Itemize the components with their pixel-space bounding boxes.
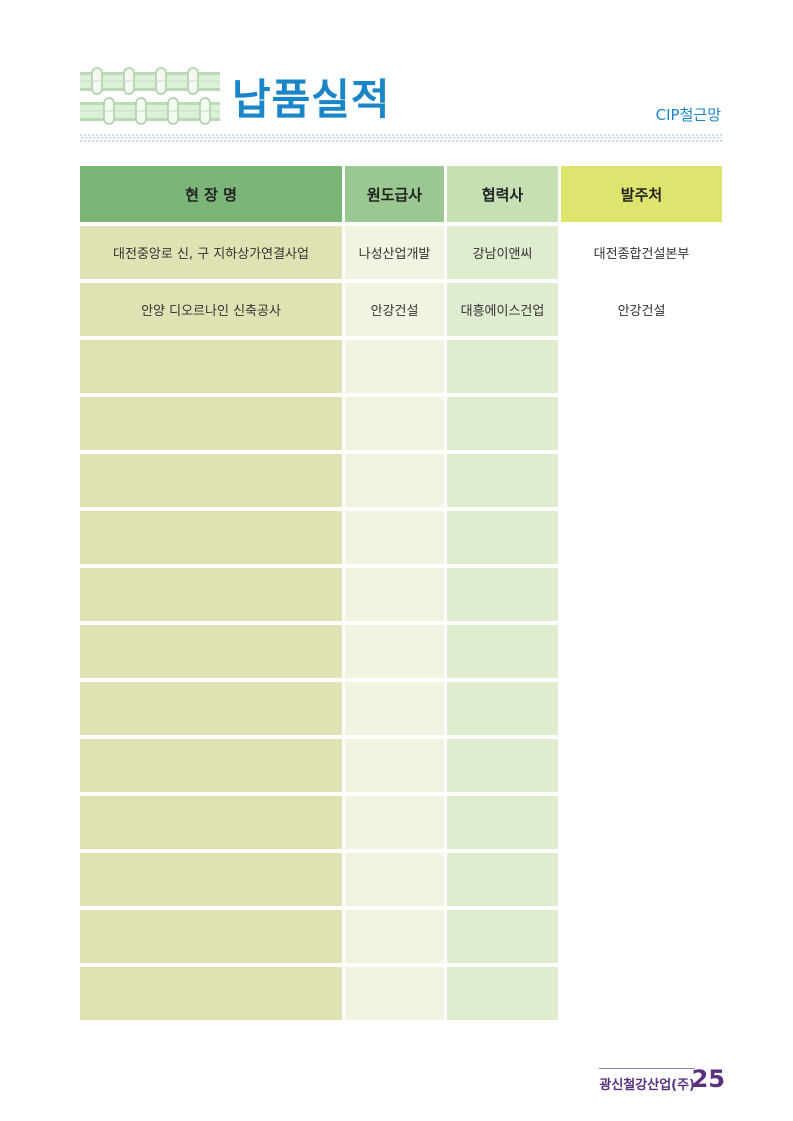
cell-client bbox=[561, 853, 722, 906]
table-row bbox=[80, 454, 722, 507]
cell-prime-contractor bbox=[345, 910, 444, 963]
page-title: 납품실적 bbox=[232, 75, 391, 124]
cell-subcontractor: 강남이앤씨 bbox=[447, 226, 558, 279]
cell-client bbox=[561, 967, 722, 1020]
cell-site-name bbox=[80, 796, 342, 849]
cell-subcontractor bbox=[447, 454, 558, 507]
cell-prime-contractor bbox=[345, 739, 444, 792]
footer-company: 광신철강산업(주) bbox=[599, 1068, 695, 1093]
page-subtitle: CIP철근망 bbox=[655, 106, 721, 124]
table-row bbox=[80, 910, 722, 963]
header-client: 발주처 bbox=[561, 166, 722, 222]
cell-client: 대전종합건설본부 bbox=[561, 226, 722, 279]
header-prime-contractor: 원도급사 bbox=[345, 166, 444, 222]
cell-subcontractor bbox=[447, 340, 558, 393]
cell-client bbox=[561, 910, 722, 963]
cell-subcontractor bbox=[447, 796, 558, 849]
cell-prime-contractor bbox=[345, 625, 444, 678]
header-site-name: 현 장 명 bbox=[80, 166, 342, 222]
cell-subcontractor bbox=[447, 910, 558, 963]
cell-prime-contractor bbox=[345, 454, 444, 507]
header-subcontractor: 협력사 bbox=[447, 166, 558, 222]
table-row bbox=[80, 511, 722, 564]
cell-subcontractor bbox=[447, 568, 558, 621]
cell-subcontractor bbox=[447, 625, 558, 678]
table-row bbox=[80, 796, 722, 849]
cell-subcontractor bbox=[447, 511, 558, 564]
table-row: 대전중앙로 신, 구 지하상가연결사업 나성산업개발 강남이앤씨 대전종합건설본부 bbox=[80, 226, 722, 279]
table-row bbox=[80, 568, 722, 621]
cell-prime-contractor bbox=[345, 397, 444, 450]
cell-prime-contractor bbox=[345, 967, 444, 1020]
header-divider bbox=[80, 134, 722, 143]
table-header-row: 현 장 명 원도급사 협력사 발주처 bbox=[80, 166, 722, 222]
cell-subcontractor bbox=[447, 967, 558, 1020]
table-row bbox=[80, 967, 722, 1020]
page-number: 25 bbox=[691, 1065, 725, 1093]
table-row bbox=[80, 625, 722, 678]
cell-client bbox=[561, 454, 722, 507]
cell-client bbox=[561, 568, 722, 621]
cell-prime-contractor bbox=[345, 511, 444, 564]
cell-site-name bbox=[80, 397, 342, 450]
cell-prime-contractor: 나성산업개발 bbox=[345, 226, 444, 279]
table-row bbox=[80, 397, 722, 450]
cell-prime-contractor bbox=[345, 568, 444, 621]
cell-client: 안강건설 bbox=[561, 283, 722, 336]
cell-client bbox=[561, 796, 722, 849]
cell-prime-contractor bbox=[345, 796, 444, 849]
cell-site-name bbox=[80, 625, 342, 678]
cell-site-name bbox=[80, 511, 342, 564]
rebar-cage-icon bbox=[80, 67, 220, 125]
cell-client bbox=[561, 340, 722, 393]
cell-prime-contractor bbox=[345, 340, 444, 393]
cell-subcontractor bbox=[447, 397, 558, 450]
cell-site-name bbox=[80, 568, 342, 621]
cell-subcontractor: 대흥에이스건업 bbox=[447, 283, 558, 336]
cell-subcontractor bbox=[447, 739, 558, 792]
cell-site-name bbox=[80, 853, 342, 906]
cell-site-name bbox=[80, 454, 342, 507]
cell-subcontractor bbox=[447, 682, 558, 735]
cell-site-name: 대전중앙로 신, 구 지하상가연결사업 bbox=[80, 226, 342, 279]
cell-site-name: 안양 디오르나인 신축공사 bbox=[80, 283, 342, 336]
cell-client bbox=[561, 397, 722, 450]
cell-prime-contractor: 안강건설 bbox=[345, 283, 444, 336]
cell-client bbox=[561, 625, 722, 678]
cell-prime-contractor bbox=[345, 853, 444, 906]
cell-site-name bbox=[80, 967, 342, 1020]
table-row bbox=[80, 340, 722, 393]
table-row: 안양 디오르나인 신축공사 안강건설 대흥에이스건업 안강건설 bbox=[80, 283, 722, 336]
table-row bbox=[80, 739, 722, 792]
cell-client bbox=[561, 739, 722, 792]
cell-site-name bbox=[80, 910, 342, 963]
cell-prime-contractor bbox=[345, 682, 444, 735]
delivery-record-table: 현 장 명 원도급사 협력사 발주처 대전중앙로 신, 구 지하상가연결사업 나성… bbox=[80, 166, 722, 1024]
cell-site-name bbox=[80, 682, 342, 735]
table-row bbox=[80, 853, 722, 906]
cell-subcontractor bbox=[447, 853, 558, 906]
cell-client bbox=[561, 511, 722, 564]
cell-client bbox=[561, 682, 722, 735]
cell-site-name bbox=[80, 739, 342, 792]
cell-site-name bbox=[80, 340, 342, 393]
table-row bbox=[80, 682, 722, 735]
